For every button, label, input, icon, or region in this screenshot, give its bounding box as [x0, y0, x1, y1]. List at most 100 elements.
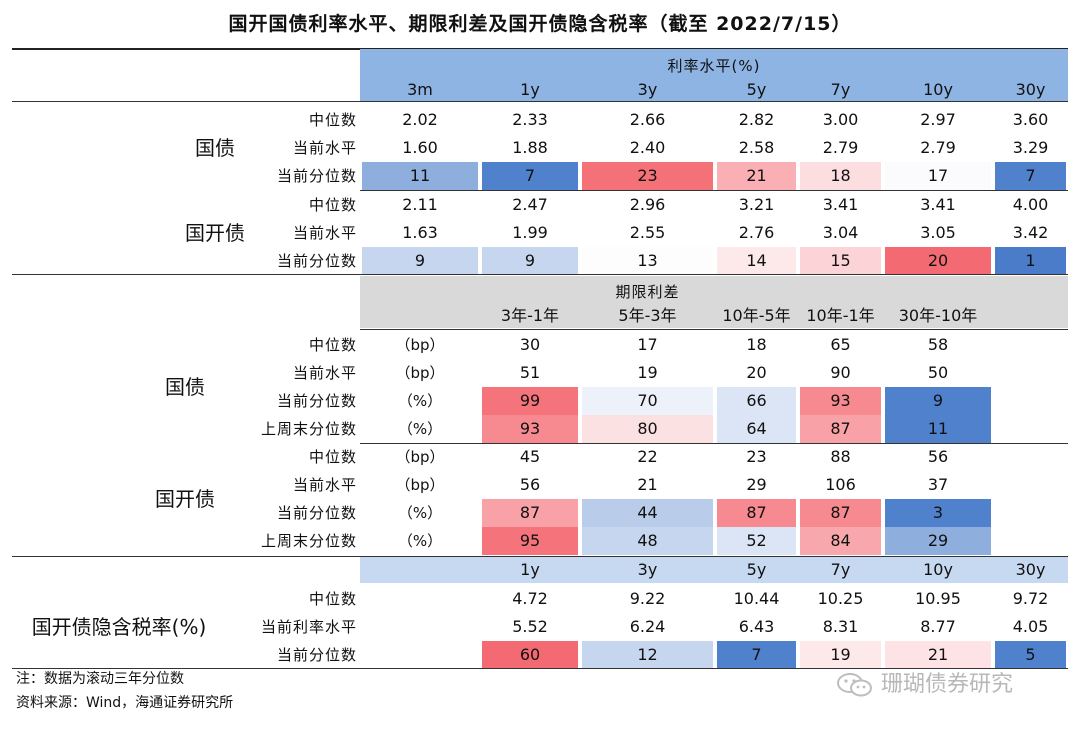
heat-cell: 23: [582, 162, 713, 190]
value-cell: 37: [927, 475, 949, 494]
row-label: 上周末分位数: [260, 532, 357, 550]
value-cell: 18: [746, 335, 767, 354]
tax-header: [360, 557, 1068, 583]
value-cell: 2.40: [629, 138, 666, 157]
value-cell: 4.05: [1012, 617, 1049, 636]
column-header-3y: 3y: [637, 80, 658, 99]
value-cell: 2.58: [738, 138, 775, 157]
value-cell: 3.21: [738, 195, 775, 214]
heat-cell: 95: [482, 527, 578, 555]
value-cell: 2.55: [629, 223, 666, 242]
value-cell: 3.41: [822, 195, 859, 214]
value-cell: 58: [927, 335, 949, 354]
value-cell: 9.72: [1012, 589, 1049, 608]
heat-cell: 12: [582, 641, 713, 669]
value-cell: 29: [746, 475, 767, 494]
value-cell: 2.33: [512, 110, 548, 129]
heat-cell: 52: [717, 527, 796, 555]
value-cell: 8.31: [822, 617, 859, 636]
group-rule: [360, 190, 1068, 191]
tax-column-header: 3y: [637, 560, 658, 579]
value-cell: 21: [637, 475, 658, 494]
row-unit: （%）: [397, 504, 443, 522]
value-cell: 90: [830, 363, 851, 382]
value-cell: 3.41: [920, 195, 956, 214]
row-label: 上周末分位数: [260, 420, 357, 438]
heat-cell: 11: [362, 162, 478, 190]
row-label: 中位数: [308, 111, 357, 129]
value-cell: 10.25: [817, 589, 864, 608]
heat-cell: 11: [885, 415, 991, 443]
watermark: 珊瑚债券研究: [836, 666, 1013, 698]
spread-header-rule: [360, 329, 1068, 330]
table-title: 国开国债利率水平、期限利差及国开债隐含税率（截至 2022/7/15）: [228, 13, 852, 35]
heat-cell: 7: [717, 641, 796, 669]
heat-cell: 87: [482, 499, 578, 527]
column-header-30y: 30y: [1015, 80, 1046, 99]
heat-cell: 5: [995, 641, 1066, 669]
value-cell: 2.97: [920, 110, 956, 129]
value-cell: 10.95: [915, 589, 961, 608]
heat-cell: 87: [717, 499, 796, 527]
row-label: 当前分位数: [276, 252, 357, 270]
heat-cell: 64: [717, 415, 796, 443]
heat-cell: 15: [800, 247, 881, 275]
value-cell: 56: [927, 447, 949, 466]
row-label: 中位数: [308, 336, 357, 354]
spread-column-header: 10年-1年: [806, 306, 875, 325]
rate-level-header-label: 利率水平(%): [667, 57, 761, 75]
value-cell: 2.82: [738, 110, 775, 129]
heat-cell: 21: [717, 162, 796, 190]
row-unit: （bp）: [395, 476, 445, 494]
section-rule: [12, 274, 1068, 275]
heat-cell: 9: [362, 247, 478, 275]
tax-column-header: 30y: [1015, 560, 1046, 579]
section-rule-2: [12, 556, 1068, 557]
heat-cell: 93: [800, 387, 881, 415]
value-cell: 3.00: [822, 110, 859, 129]
tax-column-header: 10y: [923, 560, 953, 579]
heat-cell: 44: [582, 499, 713, 527]
value-cell: 4.72: [512, 589, 548, 608]
value-cell: 88: [830, 447, 851, 466]
heat-cell: 14: [717, 247, 796, 275]
tax-column-header: 1y: [520, 560, 540, 579]
value-cell: 2.76: [738, 223, 775, 242]
spread-column-header: 10年-5年: [722, 306, 791, 325]
spread-group-rule: [360, 443, 1068, 444]
row-unit: （%）: [397, 392, 443, 410]
row-label: 当前分位数: [276, 167, 357, 185]
row-unit: （bp）: [395, 448, 445, 466]
value-cell: 2.79: [920, 138, 956, 157]
value-cell: 3.05: [920, 223, 956, 242]
row-unit: （bp）: [395, 336, 445, 354]
value-cell: 1.60: [402, 138, 438, 157]
row-label: 中位数: [308, 590, 357, 608]
value-cell: 106: [825, 475, 856, 494]
spread-column-header: 30年-10年: [898, 306, 978, 325]
heat-cell: 80: [582, 415, 713, 443]
row-label: 当前利率水平: [260, 618, 357, 636]
spread-group-label-treasury: 国债: [165, 375, 205, 399]
heat-cell: 29: [885, 527, 991, 555]
value-cell: 2.79: [822, 138, 859, 157]
heat-cell: 48: [582, 527, 713, 555]
value-cell: 3.04: [822, 223, 859, 242]
heat-cell: 19: [800, 641, 881, 669]
column-header-5y: 5y: [746, 80, 767, 99]
group-label-cdb: 国开债: [185, 221, 245, 245]
heat-cell: 99: [482, 387, 578, 415]
value-cell: 50: [927, 363, 949, 382]
value-cell: 45: [519, 447, 541, 466]
watermark-text: 珊瑚债券研究: [881, 672, 1014, 697]
source-line: 资料来源：Wind，海通证券研究所: [16, 695, 234, 711]
value-cell: 2.11: [402, 195, 438, 214]
note-line: 注：数据为滚动三年分位数: [16, 671, 184, 687]
value-cell: 2.02: [402, 110, 438, 129]
row-unit: （%）: [397, 532, 443, 550]
column-header-3m: 3m: [407, 80, 433, 99]
bottom-rule: [12, 668, 1068, 669]
heat-cell: 17: [885, 162, 991, 190]
row-label: 当前分位数: [276, 392, 357, 410]
value-cell: 51: [519, 363, 541, 382]
